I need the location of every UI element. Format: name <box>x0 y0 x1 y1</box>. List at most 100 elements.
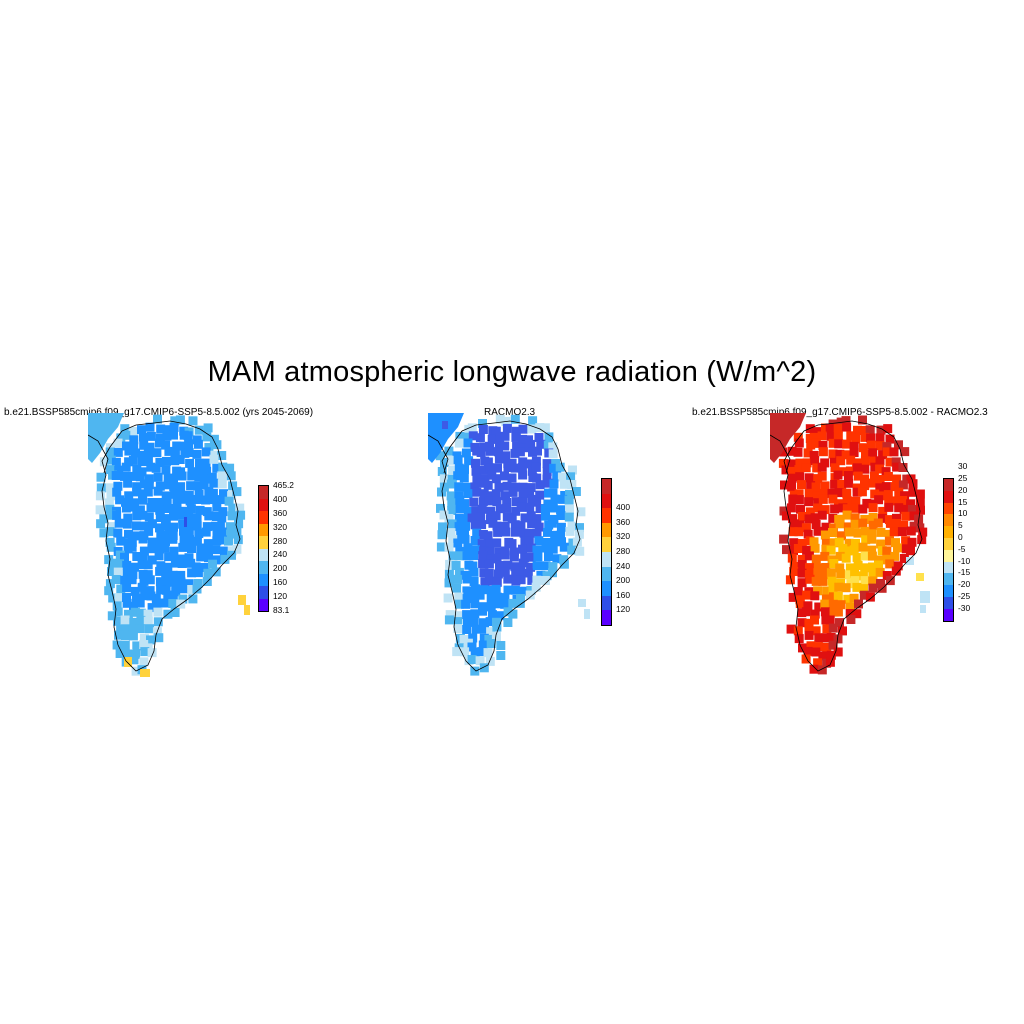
grid-cell <box>907 537 917 547</box>
grid-cell <box>833 424 843 434</box>
island-field <box>584 609 590 619</box>
grid-cell <box>235 503 245 513</box>
colorbar-label: 360 <box>273 507 287 518</box>
grid-cell <box>878 450 888 460</box>
grid-cell <box>493 592 502 602</box>
grid-cell <box>846 455 856 465</box>
grid-cell <box>160 543 170 553</box>
grid-cell <box>155 433 165 443</box>
grid-cell <box>795 520 805 530</box>
grid-cell <box>844 538 854 548</box>
grid-cell <box>202 522 212 532</box>
grid-cell <box>502 498 512 507</box>
grid-cell <box>542 467 552 476</box>
grid-cell <box>152 601 161 611</box>
grid-cell <box>477 539 487 549</box>
grid-cell <box>868 570 878 580</box>
colorbar-swatch <box>944 502 953 515</box>
grid-cell <box>860 563 870 573</box>
grid-cell <box>194 472 204 482</box>
grid-cell <box>203 423 213 433</box>
grid-cell <box>477 520 487 530</box>
grid-cell <box>147 537 157 547</box>
grid-cell <box>532 497 542 507</box>
grid-cell <box>168 570 178 580</box>
grid-cell <box>128 631 138 641</box>
colorbar-label: -25 <box>958 591 971 601</box>
grid-cell <box>136 615 146 625</box>
grid-cell <box>524 459 534 469</box>
colorbar-label: 240 <box>273 549 287 560</box>
grid-cell <box>217 513 227 523</box>
grid-cell <box>131 448 140 458</box>
grid-cell <box>867 545 877 555</box>
grid-cell <box>883 424 893 434</box>
grid-cell <box>462 625 472 634</box>
grid-cell <box>565 489 574 499</box>
grid-cell <box>797 539 807 548</box>
grid-cell <box>915 498 925 508</box>
grid-cell <box>838 626 847 636</box>
grid-cell <box>851 434 861 444</box>
grid-cell <box>447 519 457 529</box>
grid-cell <box>567 545 577 555</box>
grid-cell <box>112 601 122 611</box>
grid-cell <box>484 568 494 578</box>
grid-cell <box>220 554 230 564</box>
grid-cell <box>448 534 458 544</box>
grid-cell <box>155 481 165 491</box>
grid-cell <box>138 510 148 520</box>
grid-cell <box>510 448 520 458</box>
grid-cell <box>478 497 488 507</box>
grid-cell <box>496 641 506 650</box>
grid-cell <box>460 464 469 474</box>
grid-cell <box>813 568 823 578</box>
grid-cell <box>510 482 520 492</box>
grid-cell <box>818 651 828 661</box>
grid-cell <box>454 482 464 492</box>
grid-cell <box>192 536 202 546</box>
grid-cell <box>515 598 525 608</box>
grid-cell <box>448 551 458 561</box>
grid-cell <box>813 563 823 573</box>
grid-cell <box>786 624 796 634</box>
grid-cell <box>527 494 537 504</box>
grid-cell <box>858 518 868 528</box>
grid-cell <box>890 482 900 492</box>
grid-cell <box>821 563 831 572</box>
grid-cell <box>226 529 235 539</box>
grid-cell <box>463 543 473 553</box>
grid-cell <box>462 482 472 492</box>
grid-cell <box>108 593 118 603</box>
grid-cell <box>95 491 105 501</box>
colorbar-label: 280 <box>273 535 287 546</box>
grid-cell <box>567 480 577 489</box>
grid-cell <box>144 480 154 490</box>
grid-cell <box>852 552 862 562</box>
grid-cell <box>470 647 480 657</box>
grid-cell <box>518 558 528 568</box>
grid-cell <box>156 585 166 595</box>
grid-cell <box>845 563 855 573</box>
grid-cell <box>868 512 878 522</box>
colorbar-swatch <box>259 573 268 586</box>
grid-cell <box>516 575 526 585</box>
grid-cell <box>850 568 860 578</box>
grid-cell <box>193 579 203 588</box>
grid-cell <box>469 577 479 586</box>
grid-cell <box>436 503 445 513</box>
grid-cell <box>797 618 807 628</box>
grid-cell <box>868 562 877 572</box>
grid-cell <box>837 531 846 541</box>
colorbar-swatch <box>259 586 268 599</box>
grid-cell <box>211 545 221 555</box>
grid-cell <box>564 512 574 522</box>
grid-cell <box>526 562 536 572</box>
grid-cell <box>846 602 855 612</box>
panel-1-map <box>88 413 258 683</box>
grid-cell <box>476 448 486 457</box>
grid-cell <box>200 563 210 572</box>
grid-cell <box>192 449 202 459</box>
grid-cell <box>901 511 911 521</box>
grid-cell <box>128 624 138 634</box>
